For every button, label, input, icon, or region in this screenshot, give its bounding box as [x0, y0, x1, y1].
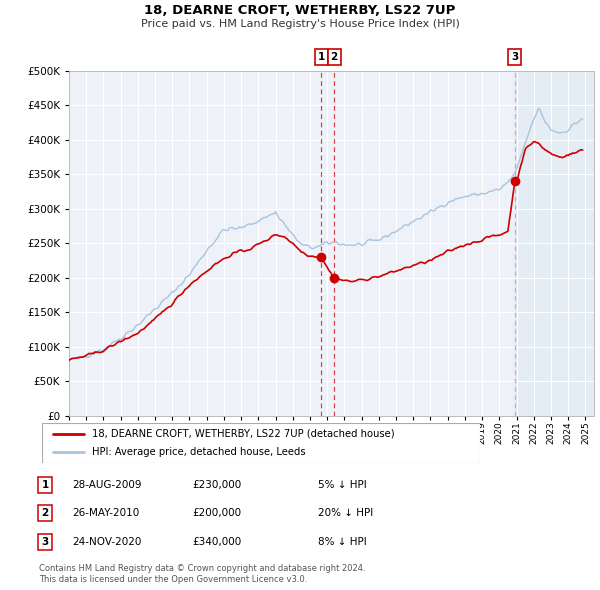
Text: 1: 1 — [41, 480, 49, 490]
Text: 18, DEARNE CROFT, WETHERBY, LS22 7UP: 18, DEARNE CROFT, WETHERBY, LS22 7UP — [145, 4, 455, 17]
Text: Contains HM Land Registry data © Crown copyright and database right 2024.: Contains HM Land Registry data © Crown c… — [39, 565, 365, 573]
Text: 3: 3 — [41, 537, 49, 546]
Text: £230,000: £230,000 — [192, 480, 241, 490]
Bar — [515, 71, 594, 416]
Text: Price paid vs. HM Land Registry's House Price Index (HPI): Price paid vs. HM Land Registry's House … — [140, 19, 460, 30]
Text: £200,000: £200,000 — [192, 509, 241, 518]
Text: 5% ↓ HPI: 5% ↓ HPI — [318, 480, 367, 490]
Text: 20% ↓ HPI: 20% ↓ HPI — [318, 509, 373, 518]
Text: 24-NOV-2020: 24-NOV-2020 — [72, 537, 142, 546]
Text: 28-AUG-2009: 28-AUG-2009 — [72, 480, 142, 490]
Text: 26-MAY-2010: 26-MAY-2010 — [72, 509, 139, 518]
Text: 1: 1 — [318, 52, 325, 62]
Text: HPI: Average price, detached house, Leeds: HPI: Average price, detached house, Leed… — [92, 447, 306, 457]
Text: This data is licensed under the Open Government Licence v3.0.: This data is licensed under the Open Gov… — [39, 575, 307, 584]
Text: 3: 3 — [511, 52, 518, 62]
Text: 2: 2 — [331, 52, 338, 62]
Text: £340,000: £340,000 — [192, 537, 241, 546]
Text: 8% ↓ HPI: 8% ↓ HPI — [318, 537, 367, 546]
Text: 18, DEARNE CROFT, WETHERBY, LS22 7UP (detached house): 18, DEARNE CROFT, WETHERBY, LS22 7UP (de… — [92, 429, 395, 439]
Text: 2: 2 — [41, 509, 49, 518]
